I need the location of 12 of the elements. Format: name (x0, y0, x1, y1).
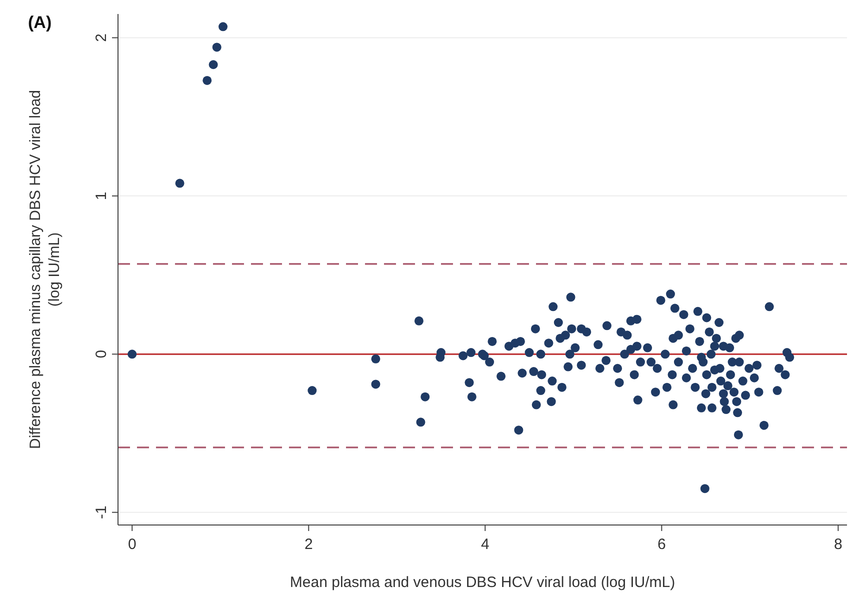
y-tick-label: -1 (93, 506, 110, 520)
y-tick-label: 2 (93, 34, 110, 42)
x-tick-label: 0 (128, 536, 136, 553)
x-axis-title: Mean plasma and venous DBS HCV viral load (log IU/mL) (290, 574, 676, 591)
y-axis-title: Difference plasma minus capillary DBS HCV viral load (log IU/mL) (27, 90, 63, 450)
y-tick-label: 1 (93, 192, 110, 200)
x-tick-label: 6 (657, 536, 666, 553)
x-tick-label: 2 (304, 536, 313, 553)
x-tick-label: 4 (480, 536, 490, 553)
text: (A) (28, 13, 52, 32)
x-tick-label: 8 (834, 536, 842, 553)
y-tick-label: 0 (93, 350, 110, 358)
